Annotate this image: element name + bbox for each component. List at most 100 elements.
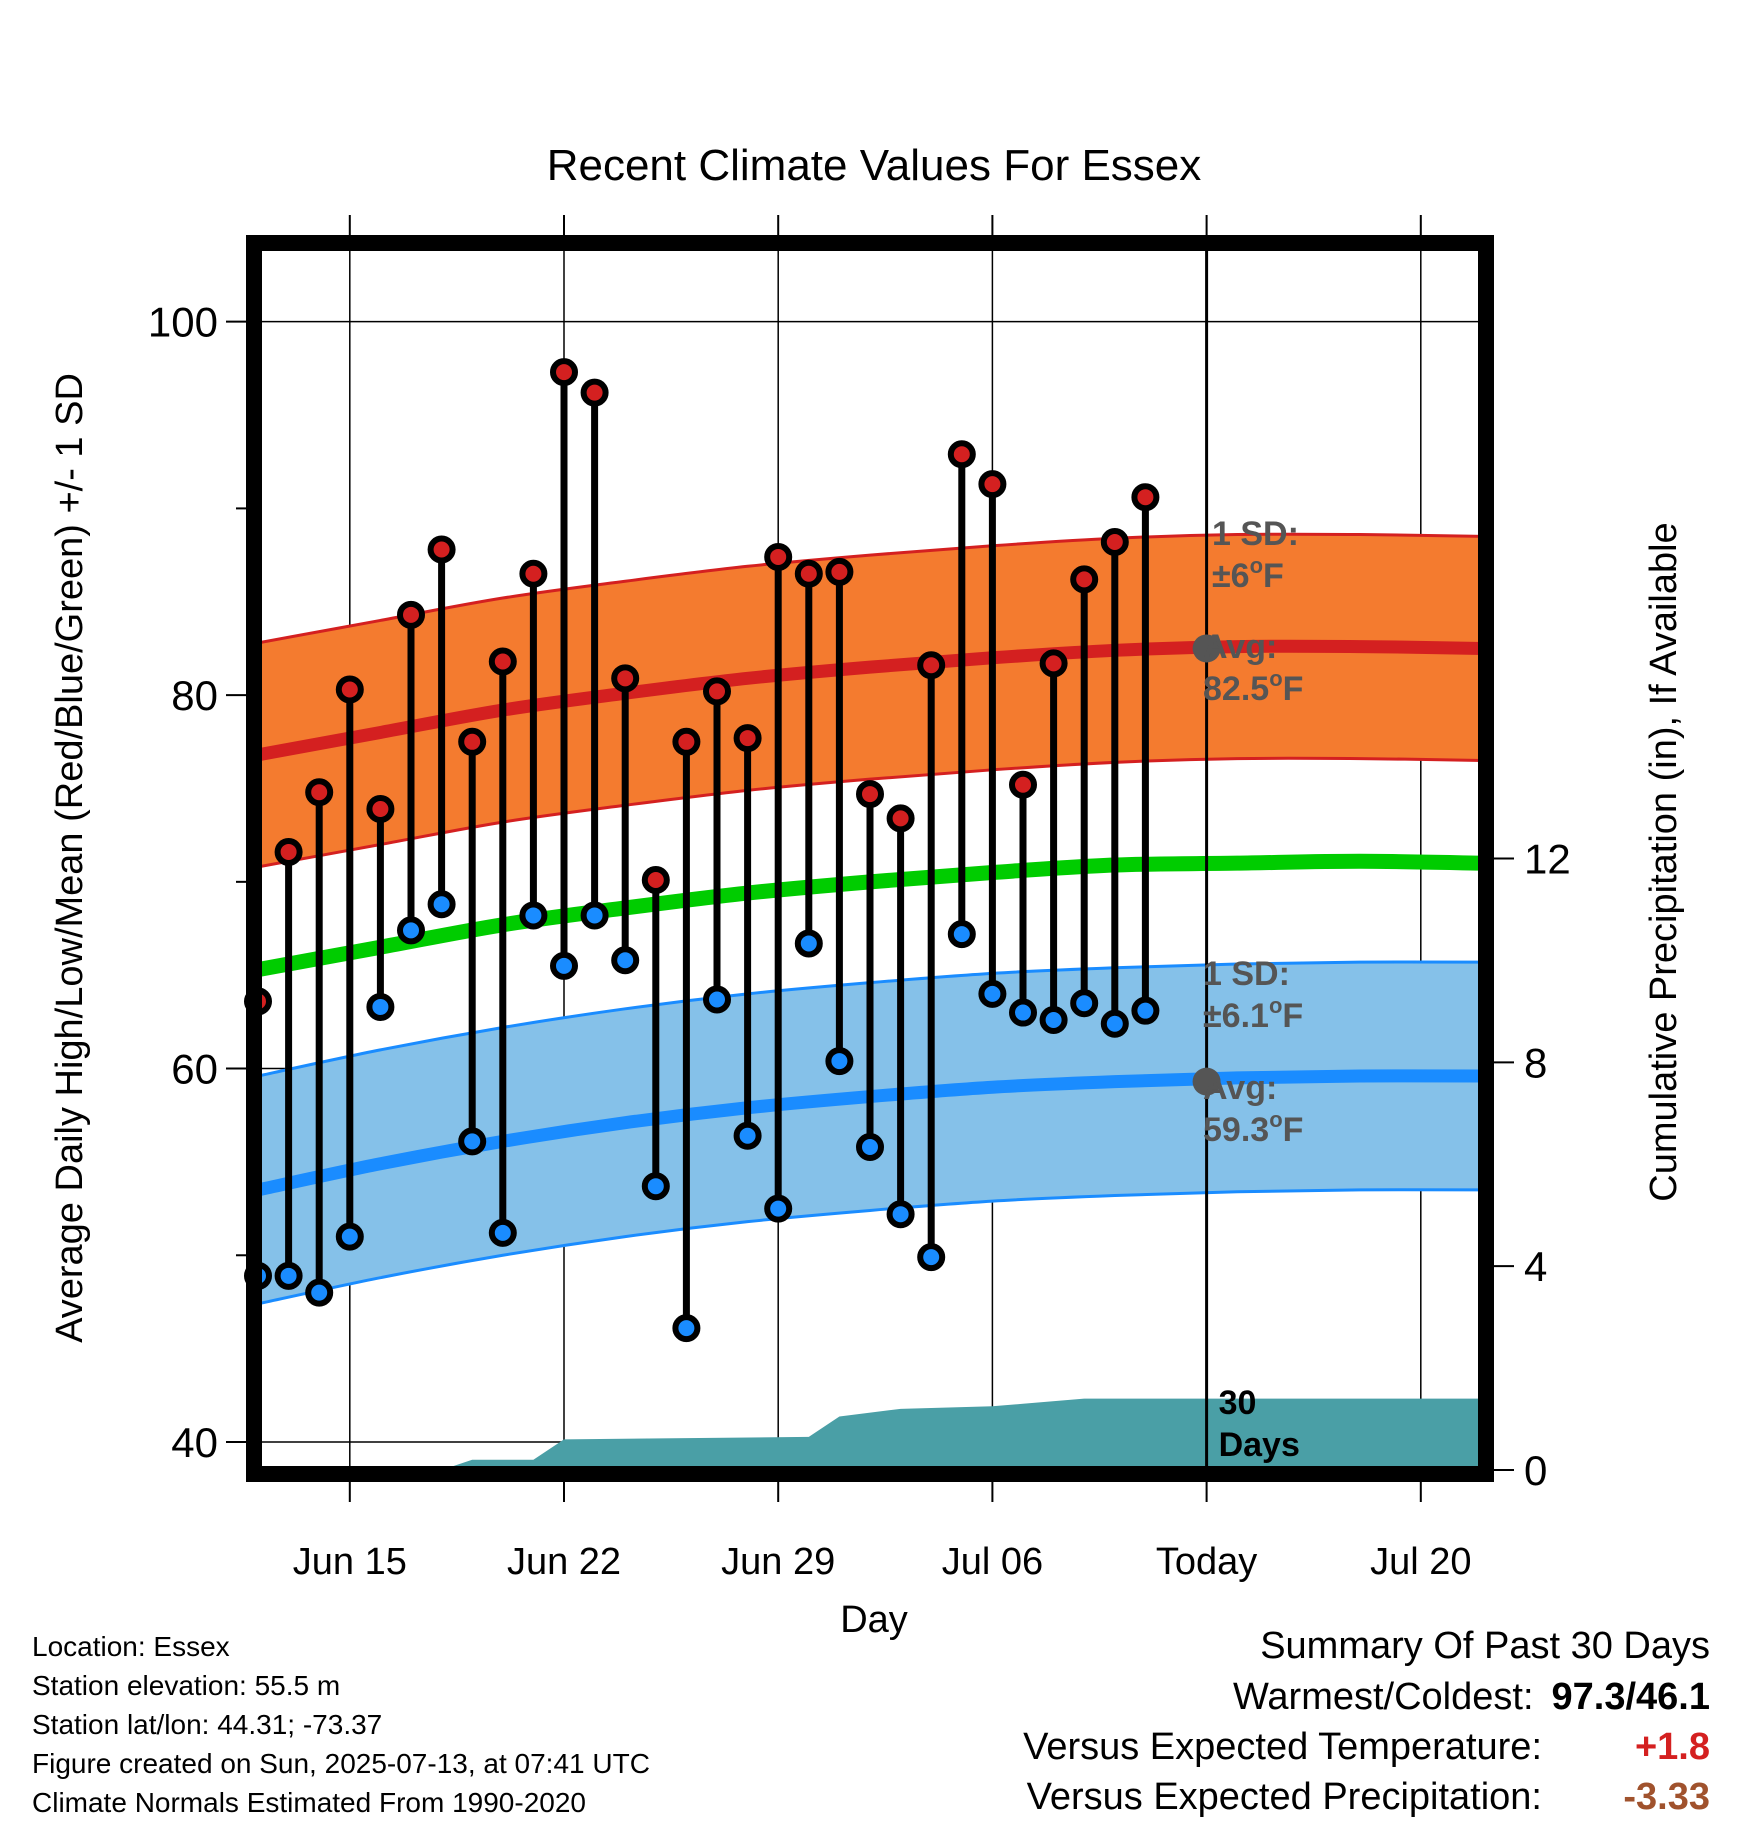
daily-low-point [488,1218,517,1247]
plot-frame [246,235,1494,1482]
daily-low-point [794,929,823,958]
daily-low-point [886,1200,915,1229]
y-tick-label: 60 [171,1046,218,1093]
chart-title: Recent Climate Values For Essex [547,141,1202,190]
daily-low-point [978,979,1007,1008]
daily-high-point [1009,770,1037,799]
high-sd-annotation-value: ±6oF [1212,553,1284,595]
low-avg-annotation: Avg:59.3oF [1203,1069,1303,1149]
daily-low-point [305,1278,334,1307]
daily-high-point [947,440,976,469]
daily-low-point [397,916,425,945]
y2-tick-label: 8 [1524,1039,1547,1086]
daily-low-point [1131,996,1160,1025]
daily-low-point [947,920,976,949]
daily-high-point [886,804,915,833]
daily-high-point [672,727,701,756]
daily-low-point [427,890,456,919]
period-label-number: 30 [1219,1384,1257,1422]
daily-low-point [1009,998,1037,1027]
summary-precip-row: Versus Expected Precipitation: -3.33 [1027,1776,1710,1819]
today-high-normal-marker [1192,634,1221,663]
summary-temp-label: Versus Expected Temperature: [1023,1726,1542,1768]
daily-high-point [825,557,854,586]
daily-high-point [305,778,334,807]
daily-high-point [764,542,793,571]
x-axis-label: Day [840,1599,908,1641]
daily-high-point [488,647,517,676]
daily-high-point [550,358,578,387]
info-normals: Climate Normals Estimated From 1990-2020 [32,1787,586,1818]
daily-low-point [1100,1009,1129,1038]
summary-warmest-label: Warmest/Coldest: [1232,1676,1534,1718]
daily-high-point [519,559,548,588]
high-normal-line [258,639,1482,762]
daily-high-point [794,559,823,588]
daily-high-point [1131,483,1160,512]
daily-high-point [274,837,303,866]
summary-warmest-value: 97.3/46.1 [1551,1676,1710,1718]
y2-tick-label: 0 [1524,1447,1547,1494]
daily-high-point [427,535,456,564]
daily-low-point [641,1172,670,1201]
daily-low-point [1039,1006,1068,1035]
high-sd-annotation-title: 1 SD: [1212,515,1299,553]
y-tick-label: 100 [148,299,218,346]
low-sd-band-lower-edge [258,1188,1482,1306]
daily-low-point [366,992,395,1021]
low-avg-annotation-title: Avg: [1203,1069,1277,1107]
summary-warmest-row: Warmest/Coldest: 97.3/46.1 [1233,1676,1710,1719]
daily-low-point [550,951,578,980]
daily-high-point [703,677,731,706]
daily-low-point [611,946,640,975]
daily-low-point [335,1222,364,1251]
high-sd-band-upper-edge [258,532,1482,645]
daily-high-point [458,727,487,756]
daily-high-point [366,795,395,824]
y2-tick-label: 4 [1524,1243,1547,1290]
summary-title: Summary Of Past 30 Days [1260,1625,1710,1667]
daily-high-point [733,724,762,753]
daily-high-point [1100,528,1129,557]
y2-axis-label: Cumulative Precipitation (in), If Availa… [1643,522,1685,1201]
daily-high-point [917,651,946,680]
info-location: Location: Essex [32,1631,230,1662]
daily-high-point [397,600,425,629]
daily-low-point [519,901,548,930]
x-tick-label: Jul 06 [942,1541,1043,1583]
daily-low-point [733,1121,762,1150]
y-tick-label: 80 [171,672,218,719]
daily-low-point [672,1314,701,1343]
summary-precip-label: Versus Expected Precipitation: [1026,1776,1542,1818]
daily-high-point [641,865,670,894]
x-tick-label: Today [1156,1541,1257,1583]
today-low-normal-marker [1192,1067,1221,1096]
low-sd-annotation-title: 1 SD: [1203,955,1290,993]
high-sd-band-lower-edge [258,756,1482,869]
x-tick-label: Jun 29 [721,1541,835,1583]
daily-high-point [856,780,884,809]
period-label-days: Days [1219,1426,1300,1464]
low-sd-annotation: 1 SD:±6.1oF [1203,955,1303,1035]
high-avg-annotation-title: Avg: [1203,628,1277,666]
daily-high-point [1070,565,1099,594]
low-avg-annotation-value: 59.3oF [1203,1107,1303,1149]
info-latlon: Station lat/lon: 44.31; -73.37 [32,1709,383,1740]
high-avg-annotation: Avg:82.5oF [1203,628,1303,708]
daily-low-point [458,1127,487,1156]
daily-high-point [978,470,1007,499]
daily-low-point [825,1047,854,1076]
summary-precip-value: -3.33 [1623,1776,1710,1818]
high-avg-annotation-value: 82.5oF [1203,666,1303,708]
precip-area [258,1398,1482,1470]
info-elevation: Station elevation: 55.5 m [32,1670,341,1701]
daily-high-point [335,675,364,704]
daily-low-point [703,985,731,1014]
info-created: Figure created on Sun, 2025-07-13, at 07… [32,1748,650,1779]
x-tick-label: Jun 15 [293,1541,407,1583]
y2-tick-label: 12 [1524,836,1571,883]
daily-high-point [580,378,609,407]
summary-temp-row: Versus Expected Temperature: +1.8 [1023,1726,1710,1769]
daily-low-point [1070,989,1099,1018]
